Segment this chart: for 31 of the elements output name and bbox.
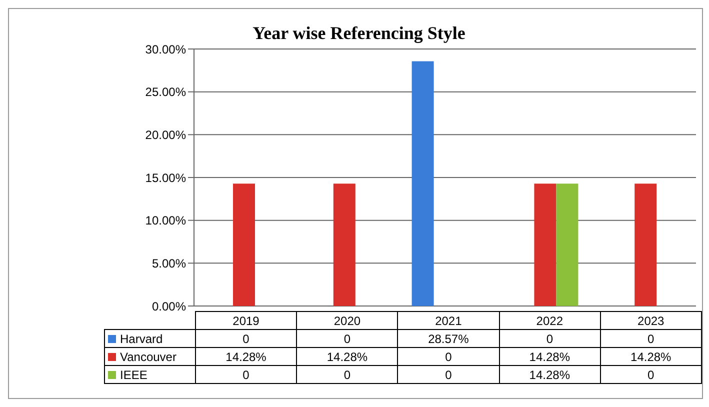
data-label: 28.57% [398, 330, 500, 348]
data-label: 0 [499, 330, 600, 348]
y-tick-label: 0.00% [152, 299, 186, 314]
data-label: 0 [600, 330, 702, 348]
legend-label: IEEE [104, 366, 196, 384]
data-label: 0 [195, 366, 297, 384]
data-label: 0 [296, 366, 398, 384]
y-tick-label: 20.00% [145, 128, 186, 142]
data-label: 0 [296, 330, 398, 348]
data-label: 14.28% [600, 348, 702, 366]
data-label: 0 [600, 366, 702, 384]
y-tick-label: 5.00% [152, 256, 186, 270]
data-label: 0 [195, 330, 297, 348]
x-tick-label: 2022 [499, 312, 600, 330]
x-tick-label: 2021 [398, 312, 500, 330]
y-tick-label: 30.00% [145, 42, 186, 56]
data-label: 0 [398, 366, 500, 384]
chart-title: Year wise Referencing Style [252, 23, 466, 44]
y-tick-label: 15.00% [145, 170, 186, 185]
data-label: 14.28% [499, 366, 600, 384]
x-tick-label: 2019 [195, 312, 297, 330]
y-tick-label: 10.00% [145, 214, 186, 228]
legend-label: Vancouver [104, 348, 196, 366]
y-tick-label: 25.00% [145, 85, 186, 100]
x-tick-label: 2020 [296, 312, 398, 330]
data-label: 14.28% [296, 348, 398, 366]
legend-label: Harvard [104, 330, 196, 348]
data-label: 14.28% [195, 348, 297, 366]
data-label: 0 [398, 348, 500, 366]
x-tick-label: 2023 [600, 312, 702, 330]
data-label: 14.28% [499, 348, 600, 366]
